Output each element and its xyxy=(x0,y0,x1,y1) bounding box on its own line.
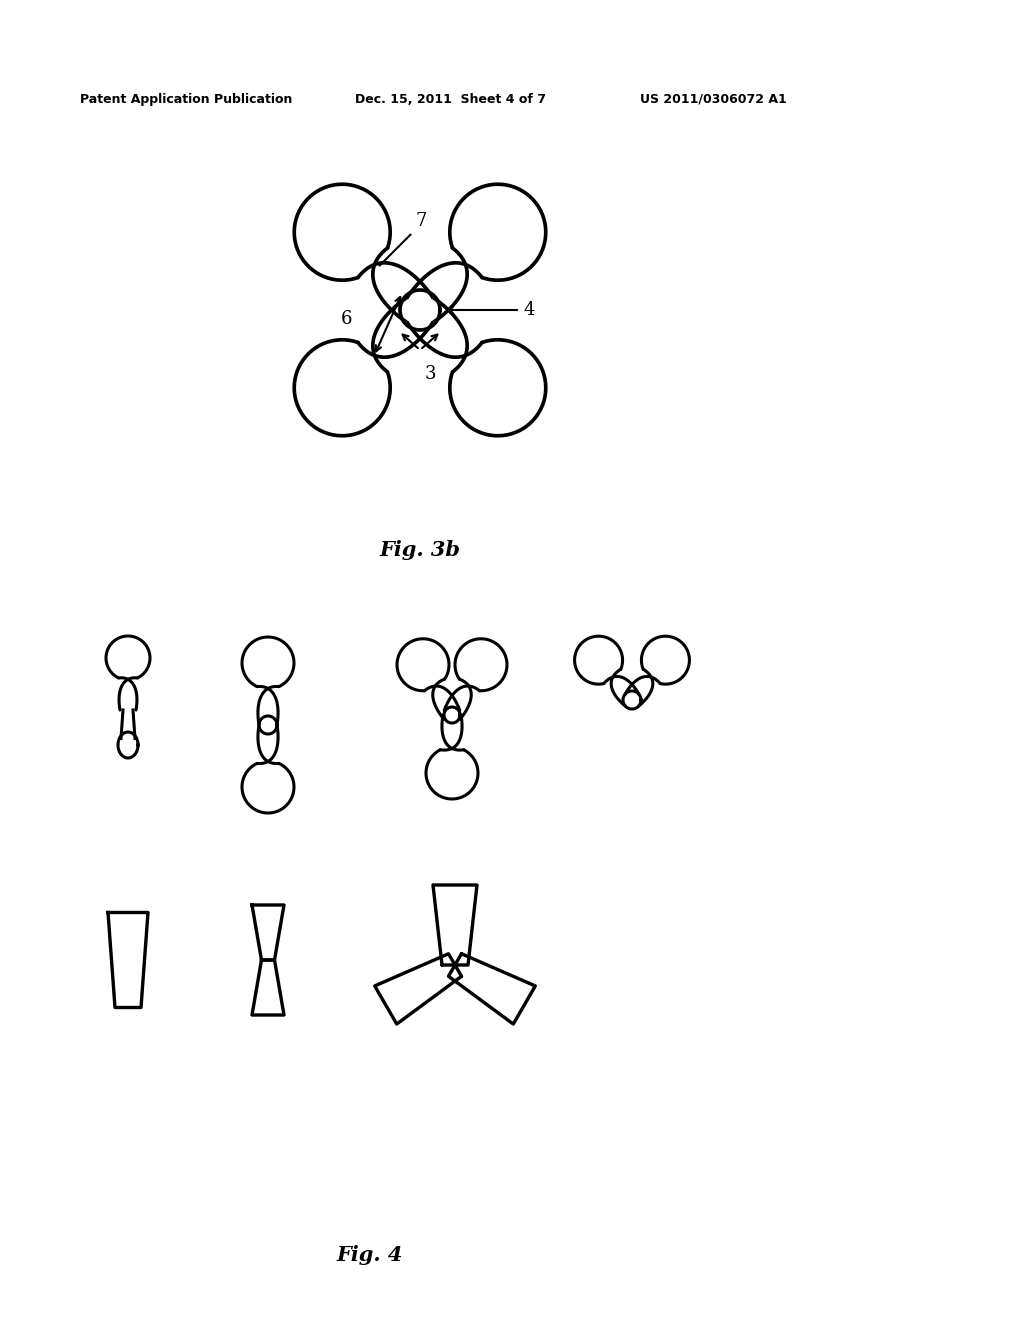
Text: US 2011/0306072 A1: US 2011/0306072 A1 xyxy=(640,92,786,106)
Text: 3: 3 xyxy=(424,366,436,383)
Text: 6: 6 xyxy=(341,310,352,329)
Text: Fig. 4: Fig. 4 xyxy=(337,1245,403,1265)
Text: Patent Application Publication: Patent Application Publication xyxy=(80,92,293,106)
Text: Fig. 3b: Fig. 3b xyxy=(380,540,461,560)
Text: Dec. 15, 2011  Sheet 4 of 7: Dec. 15, 2011 Sheet 4 of 7 xyxy=(355,92,546,106)
Text: 7: 7 xyxy=(416,211,427,230)
Text: 4: 4 xyxy=(523,301,535,319)
